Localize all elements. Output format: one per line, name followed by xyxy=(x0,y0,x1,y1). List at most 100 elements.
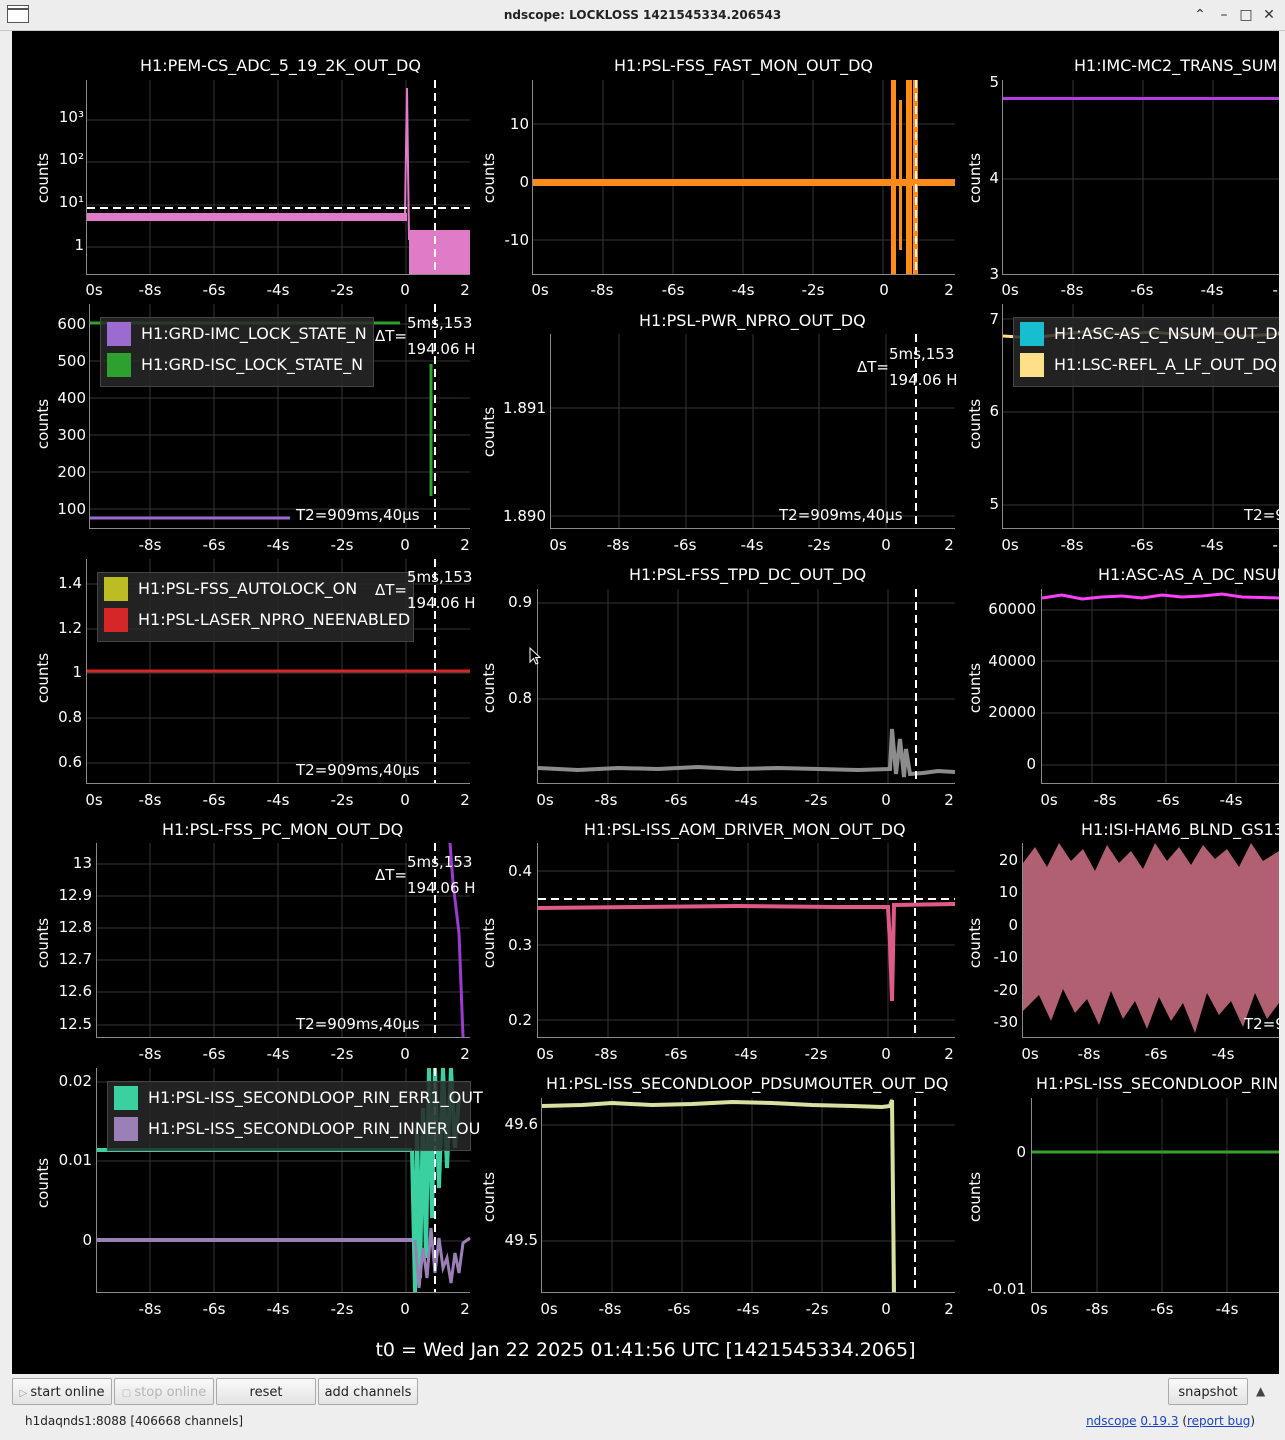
plot-frame[interactable] xyxy=(1002,80,1279,275)
minimize-icon[interactable]: – xyxy=(1220,7,1228,23)
legend-item: H1:GRD-IMC_LOCK_STATE_N xyxy=(101,318,373,349)
x-tick: -4s xyxy=(1211,1045,1235,1063)
y-tick: 0.9 xyxy=(508,593,532,611)
plot-frame[interactable] xyxy=(86,559,470,784)
plot-legend: H1:PSL-FSS_AUTOLOCK_ON H1:PSL-LASER_NPRO… xyxy=(97,572,414,642)
x-tick: 0 xyxy=(879,281,889,299)
plot-frame[interactable] xyxy=(541,1098,955,1293)
y-tick: 7 xyxy=(989,310,999,328)
close-icon[interactable]: ✕ xyxy=(1263,7,1275,23)
plot-traces xyxy=(1003,80,1279,274)
cursor-t2-label: T2=909ms,40µs xyxy=(296,761,420,779)
cursor-t1-label: 5ms,153 xyxy=(407,314,473,332)
y-tick: 1.891 xyxy=(503,399,546,417)
plot-title: H1:PSL-FSS_TPD_DC_OUT_DQ xyxy=(629,565,867,584)
mouse-pointer-icon xyxy=(529,646,542,665)
y-tick: 5 xyxy=(989,495,999,513)
x-tick: -8s xyxy=(138,1300,162,1318)
legend-label: H1:GRD-IMC_LOCK_STATE_N xyxy=(141,324,367,343)
x-tick: -2s xyxy=(801,281,825,299)
x-tick: -6s xyxy=(1156,791,1180,809)
start-online-button[interactable]: ▷ start online xyxy=(12,1378,112,1405)
plot-traces xyxy=(551,334,955,528)
plot-traces xyxy=(537,843,956,1037)
x-tick: 2 xyxy=(944,791,954,809)
plot-frame[interactable] xyxy=(1031,1098,1279,1293)
x-tick: 2 xyxy=(944,281,954,299)
plot-frame[interactable] xyxy=(1022,843,1279,1038)
x-tick: -8s xyxy=(594,791,618,809)
snapshot-button[interactable]: snapshot xyxy=(1168,1378,1248,1405)
x-tick: 2 xyxy=(944,1045,954,1063)
plot-frame[interactable] xyxy=(86,80,470,275)
window-menu-icon[interactable] xyxy=(7,5,29,23)
x-tick: -6s xyxy=(667,1300,691,1318)
legend-swatch xyxy=(104,608,128,632)
cursor-t2-label: T2=909ms,40µs xyxy=(1244,506,1279,524)
y-tick: 12.5 xyxy=(58,1015,92,1033)
x-tick: -2s xyxy=(805,1300,829,1318)
cursor-t2-label: T2=909ms,40µs xyxy=(296,1015,420,1033)
x-tick: -2s xyxy=(804,1045,828,1063)
y-tick: -30 xyxy=(993,1013,1019,1031)
y-tick: 100 xyxy=(57,500,86,518)
x-tick: 0 xyxy=(400,791,410,809)
plot-frame[interactable] xyxy=(532,80,955,275)
x-tick: -4s xyxy=(1215,1300,1239,1318)
expand-up-icon[interactable]: ▲ xyxy=(1256,1384,1266,1398)
maximize-icon[interactable]: □ xyxy=(1239,7,1253,23)
x-tick: -2 xyxy=(1272,281,1279,299)
plot-frame[interactable] xyxy=(96,843,470,1038)
plot-frame[interactable] xyxy=(1002,304,1279,529)
y-tick: 5 xyxy=(989,73,999,91)
y-tick: 400 xyxy=(57,389,86,407)
plot-traces xyxy=(537,589,956,783)
reset-button[interactable]: reset xyxy=(216,1378,316,1405)
plot-frame[interactable] xyxy=(537,589,955,784)
plot-frame[interactable] xyxy=(96,1068,470,1293)
plot-legend: H1:GRD-IMC_LOCK_STATE_N H1:GRD-ISC_LOCK_… xyxy=(100,317,374,387)
y-tick: -10 xyxy=(993,948,1019,966)
x-tick: -8s xyxy=(594,1045,618,1063)
y-tick: 0 xyxy=(82,1231,92,1249)
y-tick: 1.890 xyxy=(503,507,546,525)
y-tick: 500 xyxy=(57,352,86,370)
legend-item: H1:PSL-ISS_SECONDLOOP_RIN_INNER_OU xyxy=(108,1113,480,1144)
y-tick: 10² xyxy=(58,150,84,168)
report-bug-link[interactable]: report bug xyxy=(1187,1414,1251,1428)
plot-title: H1:ISI-HAM6_BLND_GS13 xyxy=(1081,820,1279,839)
plot-frame[interactable] xyxy=(537,843,955,1038)
x-tick: 0s xyxy=(540,1300,558,1318)
legend-label: H1:PSL-LASER_NPRO_NEENABLED xyxy=(138,610,411,629)
add-channels-button[interactable]: add channels xyxy=(318,1378,418,1405)
plot-traces xyxy=(87,80,470,274)
version-link[interactable]: 0.19.3 xyxy=(1140,1414,1179,1428)
plot-grid[interactable]: H1:PEM-CS_ADC_5_19_2K_OUT_DQ counts 10³ … xyxy=(12,31,1279,1374)
x-tick: 0 xyxy=(400,1300,410,1318)
legend-item: H1:LSC-REFL_A_LF_OUT_DQ xyxy=(1014,349,1279,380)
plot-frame[interactable] xyxy=(89,304,470,529)
cursor-t1-value: 194.06 H xyxy=(407,594,476,612)
x-tick: -8s xyxy=(138,791,162,809)
legend-label: H1:PSL-FSS_AUTOLOCK_ON xyxy=(138,579,358,598)
y-tick: 12.6 xyxy=(58,982,92,1000)
x-tick: 2 xyxy=(460,536,470,554)
server-status: h1daqnds1:8088 [406668 channels] xyxy=(25,1414,244,1428)
y-tick: -10 xyxy=(504,231,530,249)
plot-frame[interactable] xyxy=(1041,589,1279,784)
app-link[interactable]: ndscope xyxy=(1086,1414,1137,1428)
legend-swatch xyxy=(104,577,128,601)
x-tick: 2 xyxy=(460,1045,470,1063)
cursor-t2-label: T2=909ms,40µs xyxy=(1244,1015,1279,1033)
y-tick: 40000 xyxy=(988,652,1036,670)
x-tick: -4s xyxy=(266,791,290,809)
plot-frame[interactable] xyxy=(550,334,955,529)
stop-online-button[interactable]: ▢ stop online xyxy=(114,1378,214,1405)
keep-above-icon[interactable]: ⌃ xyxy=(1194,7,1206,23)
x-tick: -6s xyxy=(664,1045,688,1063)
y-tick: 0 xyxy=(1008,916,1018,934)
plot-traces xyxy=(1041,589,1279,783)
x-tick: -8s xyxy=(1060,536,1084,554)
y-tick: 1.4 xyxy=(58,574,82,592)
y-tick: 12.8 xyxy=(58,918,92,936)
